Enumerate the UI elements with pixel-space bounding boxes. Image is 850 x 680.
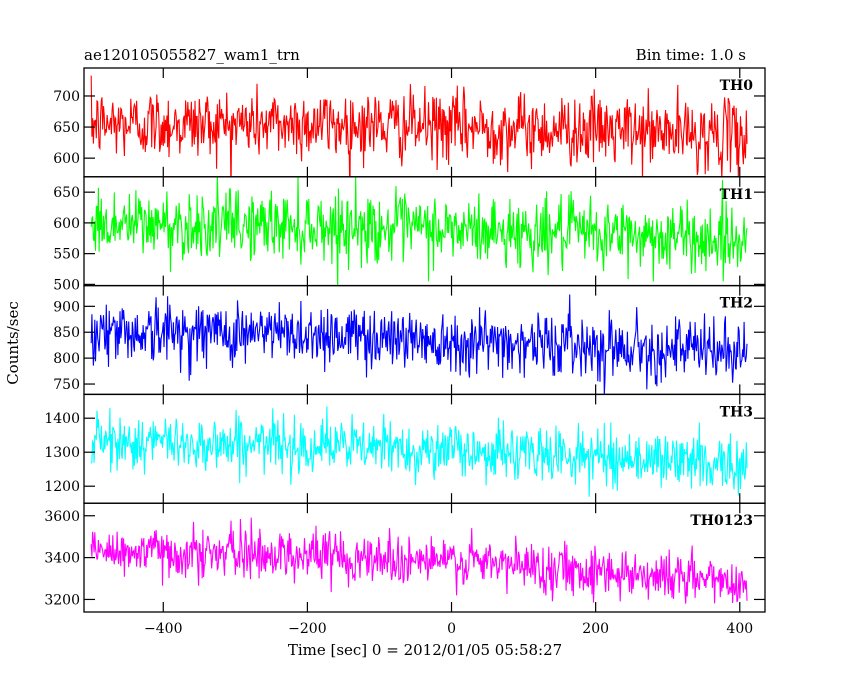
x-tick-label: −200 [288, 621, 326, 637]
y-tick-label: 3200 [44, 592, 80, 608]
x-tick-label: 200 [582, 621, 609, 637]
bin-time-label: Bin time: 1.0 s [636, 46, 746, 64]
panel-th0: 600 650 700 TH0 [53, 67, 766, 178]
series-line-th2 [90, 294, 748, 395]
y-tick-label: 600 [53, 151, 80, 167]
panel-label-th0: TH0 [720, 78, 754, 94]
series-line-th3 [90, 406, 748, 497]
panel-th3: 1200 1300 1400 TH3 [44, 393, 766, 504]
y-tick-label: 600 [53, 216, 80, 232]
panel-th0123: 3200 3400 3600 TH0123 [44, 502, 766, 613]
panel-th2: 750 800 850 900 TH2 [53, 284, 766, 396]
y-tick-label: 750 [53, 377, 80, 393]
panel-frame [83, 67, 766, 178]
y-tick-label: 500 [53, 277, 80, 293]
panels-group: 600 650 700 TH0 500 550 600 650 TH1 750 800 850 900 T… [44, 67, 766, 613]
series-line-th0 [90, 75, 748, 177]
panel-frame [83, 393, 766, 504]
x-tick-label: −400 [144, 621, 182, 637]
y-tick-label: 1200 [44, 479, 80, 495]
y-tick-label: 3400 [44, 551, 80, 567]
series-line-th0123 [90, 517, 748, 604]
x-tick-label: 400 [726, 621, 753, 637]
panel-label-th3: TH3 [720, 404, 753, 420]
y-tick-label: 3600 [44, 509, 80, 525]
x-axis-label: Time [sec] 0 = 2012/01/05 05:58:27 [288, 641, 562, 659]
y-tick-label: 900 [53, 299, 80, 315]
panel-label-th2: TH2 [720, 296, 753, 312]
y-tick-label: 650 [53, 185, 80, 201]
y-tick-label: 1300 [44, 445, 80, 461]
y-tick-label: 850 [53, 325, 80, 341]
panel-frame [83, 176, 766, 287]
y-tick-label: 800 [53, 351, 80, 367]
chart-title: ae120105055827_wam1_trn [84, 46, 300, 64]
panel-label-th1: TH1 [720, 187, 753, 203]
y-axis-label: Counts/sec [4, 301, 22, 385]
x-axis: −400 −200 0 200 400 [144, 621, 753, 637]
series-line-th1 [90, 176, 748, 286]
x-tick-label: 0 [447, 621, 456, 637]
panel-label-th0123: TH0123 [690, 513, 753, 529]
y-tick-label: 700 [53, 89, 80, 105]
y-tick-label: 1400 [44, 411, 80, 427]
panel-th1: 500 550 600 650 TH1 [53, 176, 766, 293]
y-tick-label: 650 [53, 120, 80, 136]
y-tick-label: 550 [53, 247, 80, 263]
